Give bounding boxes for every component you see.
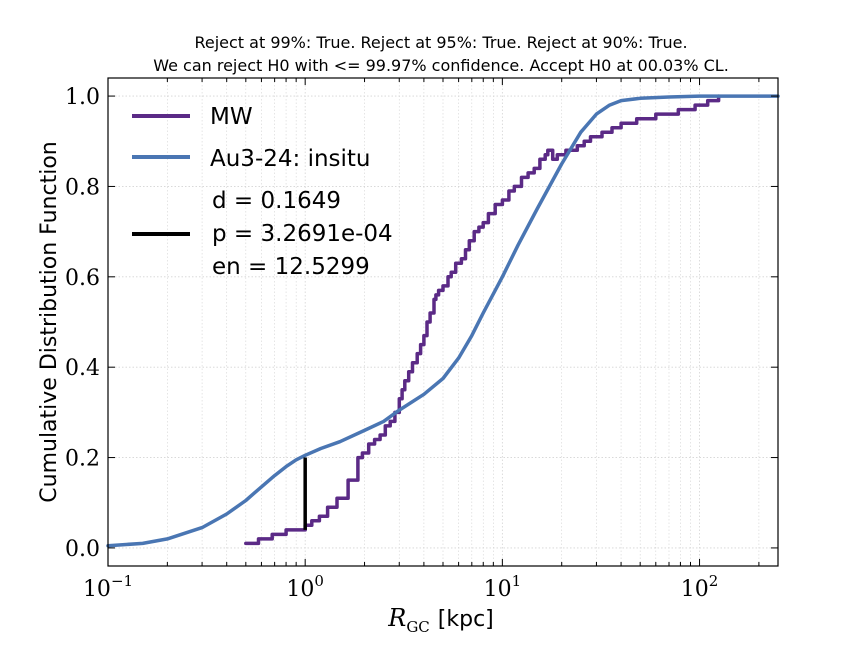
plot-lines xyxy=(106,94,780,548)
x-tick-label: 101 xyxy=(484,572,522,602)
x-tick-label-base: 10 xyxy=(286,577,314,602)
y-tick-label: 1.0 xyxy=(65,85,100,110)
x-tick-label: 100 xyxy=(286,572,324,602)
axis-ticks xyxy=(107,78,778,566)
x-tick-label-exponent: 0 xyxy=(314,572,324,590)
x-axis-label-subscript: GC xyxy=(406,618,429,636)
legend-ks-line: en = 12.5299 xyxy=(212,254,370,280)
legend-label-ks: d = 0.1649 p = 3.2691e-04 en = 12.5299 xyxy=(212,188,393,280)
y-axis-label: Cumulative Distribution Function xyxy=(37,141,62,502)
y-tick-label: 0.6 xyxy=(65,266,100,291)
chart-title-line-2: We can reject H0 with <= 99.97% confiden… xyxy=(153,56,729,75)
x-tick-label-exponent: 2 xyxy=(709,572,719,590)
x-axis-label: RGC [kpc] xyxy=(387,604,494,636)
chart-title-line-1: Reject at 99%: True. Reject at 95%: True… xyxy=(194,33,687,52)
plot-frame xyxy=(107,77,779,567)
legend-label-au3-24: Au3-24: insitu xyxy=(210,146,371,172)
x-tick-label-exponent: 1 xyxy=(512,572,522,590)
x-tick-label: 102 xyxy=(681,572,719,602)
y-tick-label: 0.8 xyxy=(65,175,100,200)
legend: MW Au3-24: insitu d = 0.1649 p = 3.2691e-… xyxy=(132,104,393,280)
y-tick-label: 0.2 xyxy=(65,447,100,472)
legend-ks-line: p = 3.2691e-04 xyxy=(212,221,393,247)
legend-ks-line: d = 0.1649 xyxy=(212,188,341,214)
x-tick-label-base: 10 xyxy=(484,577,512,602)
series-line-mw xyxy=(244,94,721,546)
x-tick-label-base: 10 xyxy=(83,577,111,602)
x-axis-label-unit: [kpc] xyxy=(438,607,494,632)
x-tick-label-base: 10 xyxy=(681,577,709,602)
grid xyxy=(107,78,778,566)
y-tick-label: 0.0 xyxy=(65,537,100,562)
tick-labels: 0.00.20.40.60.81.010−1 100 101 102 xyxy=(65,85,718,602)
series-line-au3-24-insitu xyxy=(106,94,780,548)
x-tick-label: 10−1 xyxy=(83,572,133,602)
x-tick-label-exponent: −1 xyxy=(111,572,133,590)
y-tick-label: 0.4 xyxy=(65,356,100,381)
x-axis-label-symbol: R xyxy=(387,604,406,632)
legend-label-mw: MW xyxy=(210,104,253,130)
